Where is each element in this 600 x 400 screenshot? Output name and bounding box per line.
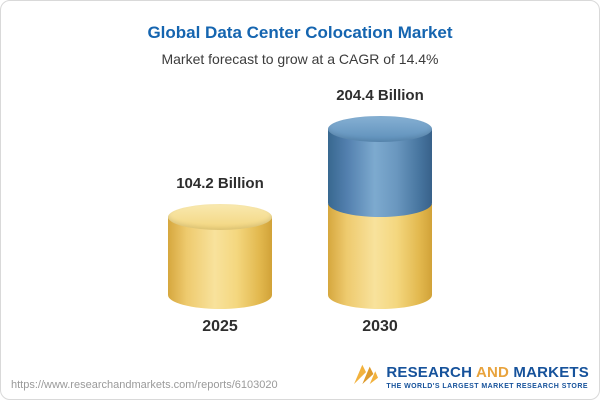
cylinder-top-cap <box>168 204 272 231</box>
report-url-link[interactable]: https://www.researchandmarkets.com/repor… <box>11 379 278 391</box>
logo-title: RESEARCH AND MARKETS <box>386 364 589 381</box>
logo-tagline: THE WORLD'S LARGEST MARKET RESEARCH STOR… <box>386 382 588 390</box>
chart-title: Global Data Center Colocation Market <box>147 23 453 42</box>
value-label-2030: 204.4 Billion <box>336 87 424 104</box>
cylinder-chart: 104.2 Billion 2025 204.4 Billion 2030 <box>1 87 599 336</box>
chart-subtitle: Market forecast to grow at a CAGR of 14.… <box>161 51 439 67</box>
cylinder-2025 <box>168 204 272 309</box>
cylinder-2030 <box>328 116 432 309</box>
bar-group-2030: 204.4 Billion 2030 <box>328 87 432 336</box>
logo-text: RESEARCH AND MARKETS THE WORLD'S LARGEST… <box>386 364 589 390</box>
logo-mark-icon <box>351 362 381 391</box>
category-label-2025: 2025 <box>202 317 238 335</box>
cylinder-segment-yellow <box>168 217 272 309</box>
category-label-2030: 2030 <box>362 317 398 335</box>
cylinder-segment-blue <box>328 129 432 218</box>
logo-word-markets: MARKETS <box>513 363 589 381</box>
logo-word-research: RESEARCH <box>386 363 473 381</box>
value-label-2025: 104.2 Billion <box>176 175 264 193</box>
footer: https://www.researchandmarkets.com/repor… <box>11 362 589 392</box>
bar-group-2025: 104.2 Billion 2025 <box>168 175 272 336</box>
cylinder-top-cap <box>328 116 432 142</box>
cylinder-segment-yellow <box>328 204 432 309</box>
research-and-markets-logo[interactable]: RESEARCH AND MARKETS THE WORLD'S LARGEST… <box>351 362 589 391</box>
logo-word-and: AND <box>475 363 510 381</box>
